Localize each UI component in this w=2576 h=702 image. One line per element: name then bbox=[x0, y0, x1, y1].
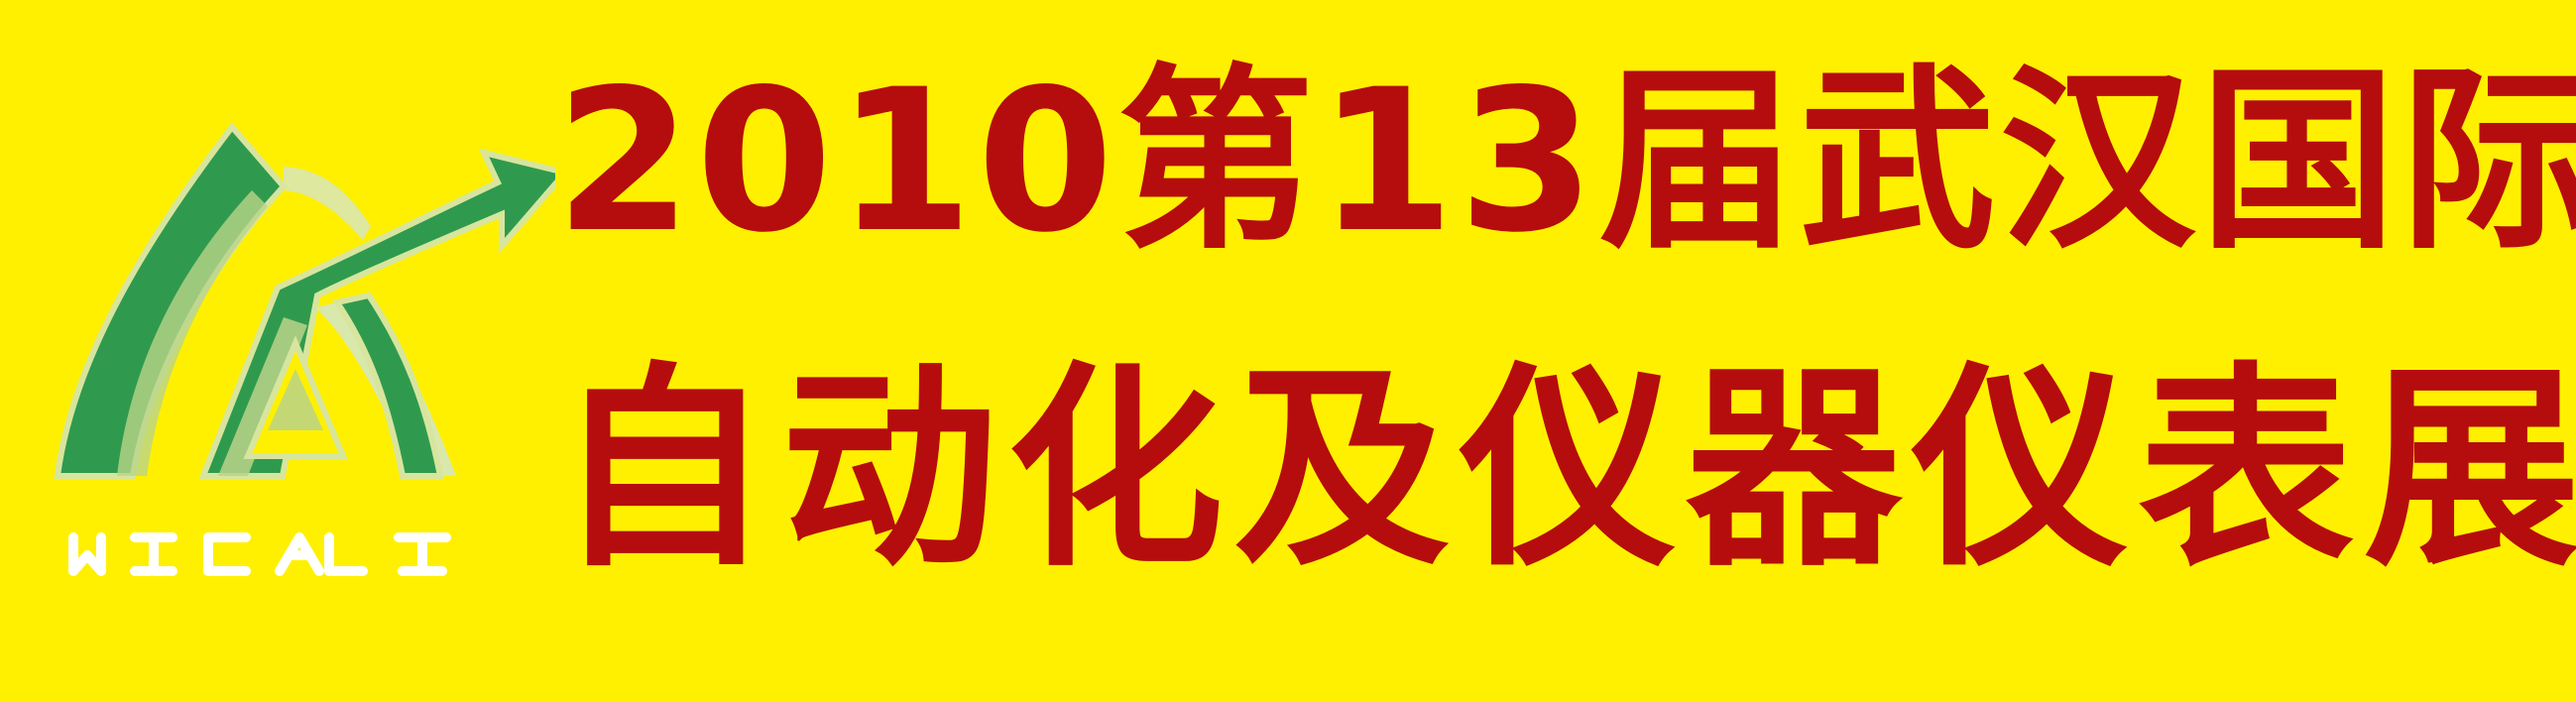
exhibition-title-line-1: 2010第13届武汉国际工业控制 bbox=[555, 47, 2576, 276]
wicat-logo-icon bbox=[40, 99, 555, 615]
exhibition-title-line-2: 自动化及仪器仪表展览会 bbox=[555, 345, 2576, 596]
